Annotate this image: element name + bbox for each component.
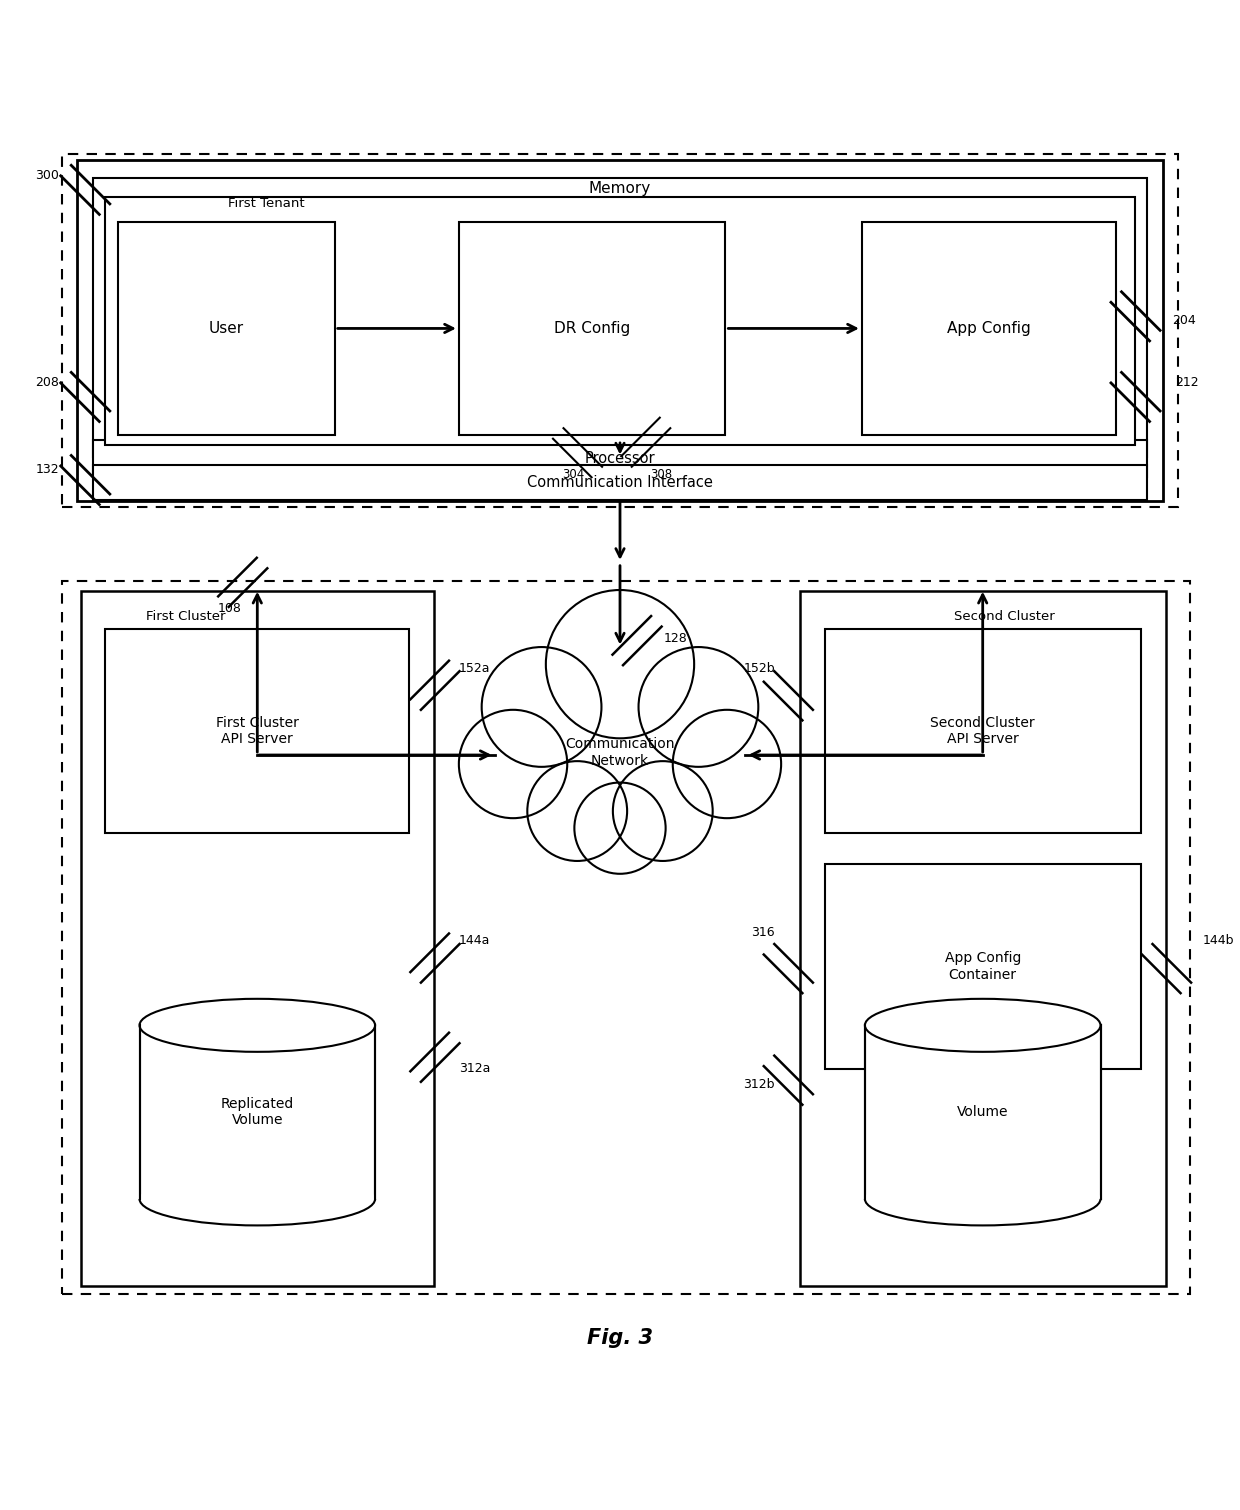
Text: First Cluster
API Server: First Cluster API Server [216, 716, 299, 746]
Text: 204: 204 [1172, 314, 1195, 328]
Ellipse shape [139, 1172, 374, 1226]
FancyBboxPatch shape [825, 864, 1141, 1069]
Text: 300: 300 [35, 169, 60, 183]
Text: 208: 208 [35, 376, 60, 390]
Text: Communication
Network: Communication Network [565, 737, 675, 767]
FancyBboxPatch shape [62, 581, 1190, 1294]
Text: 132: 132 [35, 464, 60, 476]
Text: Second Cluster
API Server: Second Cluster API Server [930, 716, 1035, 746]
Text: 304: 304 [562, 468, 584, 482]
FancyBboxPatch shape [62, 154, 1178, 507]
FancyBboxPatch shape [825, 628, 1141, 834]
Text: Volume: Volume [957, 1105, 1008, 1119]
Text: Communication Interface: Communication Interface [527, 474, 713, 489]
Circle shape [613, 761, 713, 861]
Text: 152b: 152b [743, 661, 775, 675]
Text: 312a: 312a [459, 1062, 490, 1075]
Circle shape [673, 710, 781, 818]
Text: Processor: Processor [585, 451, 655, 467]
Ellipse shape [866, 998, 1101, 1052]
Text: 144b: 144b [1203, 935, 1234, 947]
FancyBboxPatch shape [118, 222, 335, 435]
Ellipse shape [866, 1172, 1101, 1226]
Text: DR Config: DR Config [554, 322, 630, 335]
Circle shape [527, 761, 627, 861]
Text: First Tenant: First Tenant [228, 196, 305, 210]
Circle shape [639, 648, 759, 767]
Text: 152a: 152a [459, 661, 490, 675]
Text: 316: 316 [751, 926, 775, 939]
Ellipse shape [139, 998, 374, 1052]
Circle shape [481, 648, 601, 767]
FancyBboxPatch shape [77, 160, 1163, 501]
Text: Fig. 3: Fig. 3 [587, 1327, 653, 1348]
FancyBboxPatch shape [459, 222, 725, 435]
Circle shape [546, 590, 694, 738]
Text: 308: 308 [650, 468, 672, 482]
Text: App Config: App Config [947, 322, 1030, 335]
FancyBboxPatch shape [862, 222, 1116, 435]
Bar [139, 1025, 374, 1199]
Text: Second Cluster: Second Cluster [954, 610, 1055, 622]
FancyBboxPatch shape [93, 178, 1147, 458]
FancyBboxPatch shape [81, 592, 434, 1285]
Circle shape [459, 710, 567, 818]
FancyBboxPatch shape [105, 628, 409, 834]
Text: App Config
Container: App Config Container [945, 951, 1021, 982]
Text: 312b: 312b [744, 1078, 775, 1092]
Text: 108: 108 [217, 602, 242, 615]
Circle shape [574, 782, 666, 874]
FancyBboxPatch shape [800, 592, 1166, 1285]
Bar [866, 1025, 1101, 1199]
FancyBboxPatch shape [93, 465, 1147, 500]
Text: Memory: Memory [589, 181, 651, 196]
Text: Replicated
Volume: Replicated Volume [221, 1098, 294, 1128]
Text: 144a: 144a [459, 935, 490, 947]
Text: 128: 128 [663, 633, 687, 645]
Text: User: User [208, 322, 244, 335]
FancyBboxPatch shape [105, 196, 1135, 445]
FancyBboxPatch shape [93, 439, 1147, 477]
Text: 212: 212 [1176, 376, 1199, 390]
Text: First Cluster: First Cluster [146, 610, 226, 622]
